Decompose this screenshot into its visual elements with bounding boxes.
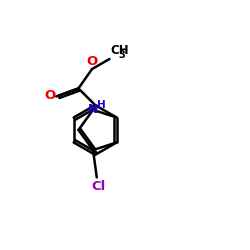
Text: O: O [44,89,56,102]
Text: CH: CH [110,44,128,57]
Text: Cl: Cl [91,180,105,193]
Text: N: N [88,103,98,116]
Text: O: O [86,55,98,68]
Text: 3: 3 [119,50,126,60]
Text: H: H [97,100,106,110]
